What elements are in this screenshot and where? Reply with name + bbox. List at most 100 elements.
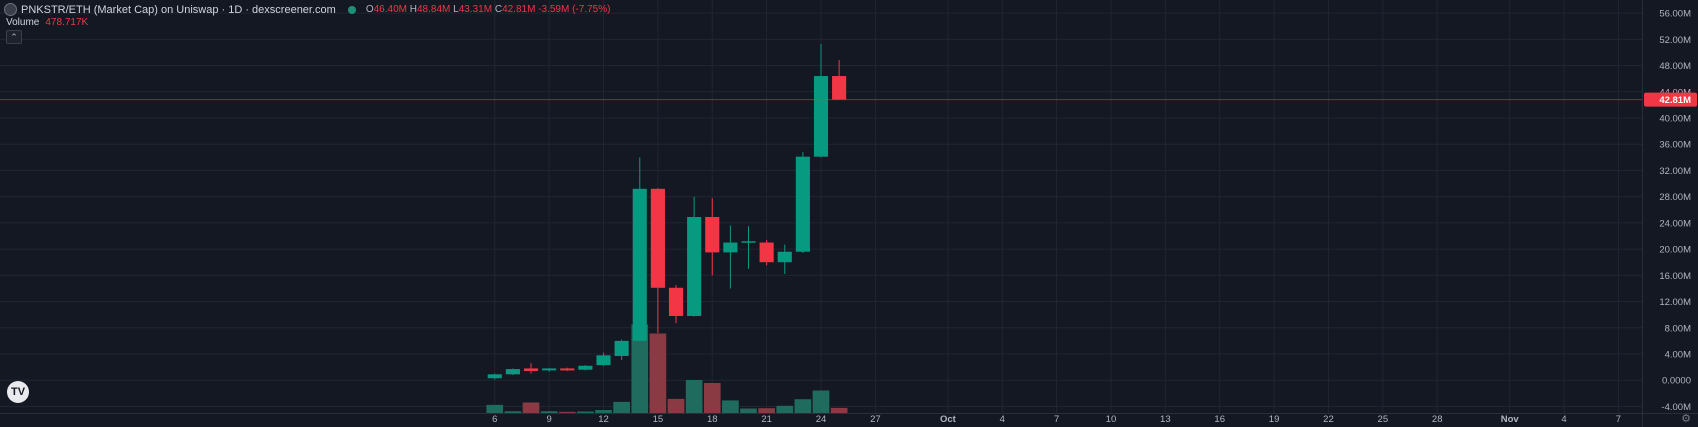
volume-bar [504,411,522,413]
open-value: 46.40M [373,4,407,15]
high-key: H [409,4,417,15]
x-tick-label: 4 [1561,414,1566,425]
volume-bar [667,398,685,413]
volume-bar [522,402,540,413]
y-tick-label: 36.00M [1659,140,1691,151]
volume-bars [486,324,848,413]
y-tick-label: 40.00M [1659,114,1691,125]
tradingview-logo: TV [7,381,29,403]
x-tick-label: 12 [598,414,609,425]
last-price-badge [1644,92,1697,107]
candle-body [560,368,575,371]
x-tick-label: 6 [492,414,497,425]
candle-body [505,369,520,375]
volume-bar [722,400,739,413]
time-axis: 6 9 12 15 18 21 24 27 Oct 4 7 10 13 16 19 22 25 28 Nov 4 7 [0,413,1698,425]
candle-body [777,251,792,263]
ohlc-values: O46.40M H48.84M L43.31M C42.81M -3.59M (… [366,4,611,15]
high-value: 48.84M [416,4,451,15]
volume-bar [613,401,630,413]
candle-body [723,242,738,253]
x-tick-label: Oct [940,414,957,425]
x-tick-label: 10 [1106,414,1117,425]
candle-body [487,374,502,379]
x-tick-label: 16 [1214,414,1225,425]
low-value: 43.31M [458,4,493,15]
y-tick-label: 28.00M [1659,192,1691,203]
candle-body [578,365,593,370]
candle-body [832,76,847,100]
close-value: 42.81M [502,4,536,15]
x-tick-label: 9 [546,414,551,425]
candle-body [741,241,756,243]
y-tick-label: 20.00M [1659,245,1691,256]
x-tick-label: 22 [1323,414,1334,425]
volume-bar [631,324,649,413]
candle-body [795,156,810,252]
candle-body [596,355,611,366]
candle-body [523,368,539,372]
y-tick-label: 32.00M [1659,166,1691,177]
x-tick-label: 19 [1269,414,1280,425]
y-tick-label: 8.00M [1665,323,1691,334]
market-status-icon [347,5,356,14]
candles [487,43,847,380]
y-tick-label: 4.00M [1665,350,1691,361]
x-tick-label: Nov [1501,414,1520,425]
volume-bar [558,411,576,413]
x-tick-label: 13 [1160,414,1171,425]
grid-lines [0,0,1642,413]
chart-title: PNKSTR/ETH (Market Cap) on Uniswap · 1D … [21,3,336,16]
token-icon [4,3,17,16]
y-tick-label: 12.00M [1659,297,1691,308]
x-tick-label: 27 [870,414,881,425]
volume-bar [540,411,558,413]
x-tick-label: 4 [1000,414,1005,425]
candle-body [759,242,774,263]
price-axis: 56.00M52.00M48.00M44.00M40.00M36.00M32.0… [1642,0,1691,427]
close-key: C [494,4,503,15]
candle-body [813,76,829,157]
volume-bar [794,399,812,413]
candle-body [650,188,665,288]
y-tick-label: -4.00M [1661,402,1691,413]
volume-legend: Volume 478.717K [6,17,88,28]
x-tick-label: 15 [653,414,664,425]
volume-bar [758,408,775,413]
volume-bar [486,404,504,413]
chart-legend: PNKSTR/ETH (Market Cap) on Uniswap · 1D … [4,3,610,16]
y-tick-label: 24.00M [1659,218,1691,229]
y-tick-label: 52.00M [1659,35,1691,46]
low-key: L [453,4,459,15]
volume-label: Volume [6,17,40,28]
volume-bar [830,407,848,413]
x-tick-label: 18 [707,414,718,425]
y-tick-label: 48.00M [1659,61,1691,72]
x-tick-label: 7 [1616,414,1621,425]
last-price-line: 42.81M [0,92,1697,107]
candle-body [632,188,647,341]
candle-body [705,216,720,253]
x-tick-label: 24 [816,414,827,425]
volume-bar [649,333,667,413]
candle-body [614,340,629,356]
chevron-up-icon[interactable]: ⌃ [6,30,22,44]
y-tick-label: 56.00M [1659,9,1691,20]
volume-value: 478.717K [45,17,89,28]
volume-bar [685,380,703,413]
y-tick-label: 0.0000 [1662,376,1691,387]
candle-body [687,216,702,316]
candle-body [542,368,557,371]
volume-bar [776,405,794,413]
gear-icon[interactable]: ⚙ [1681,413,1691,425]
last-price-label: 42.81M [1659,95,1691,106]
open-key: O [365,4,374,15]
x-tick-label: 28 [1432,414,1443,425]
volume-bar [812,390,830,413]
volume-bar [577,411,594,413]
x-tick-label: 21 [761,414,772,425]
candle-body [668,287,684,316]
volume-bar [740,408,757,413]
volume-bar [703,383,721,413]
